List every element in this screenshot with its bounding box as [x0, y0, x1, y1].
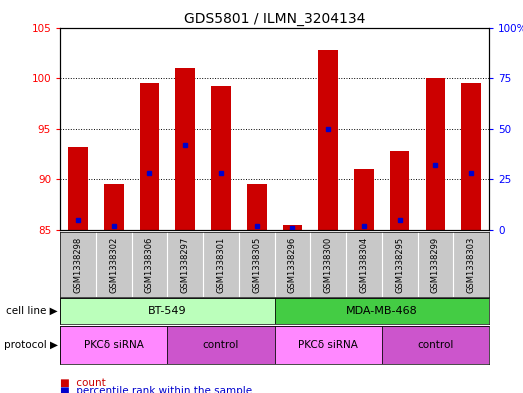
Bar [426, 78, 445, 230]
Text: PKCδ siRNA: PKCδ siRNA [298, 340, 358, 350]
Bar [60, 326, 167, 364]
Bar [382, 326, 489, 364]
Bar [282, 225, 302, 230]
Bar [461, 83, 481, 230]
Title: GDS5801 / ILMN_3204134: GDS5801 / ILMN_3204134 [184, 13, 365, 26]
Bar [390, 151, 410, 230]
Text: GSM1338303: GSM1338303 [467, 237, 475, 294]
Bar [175, 68, 195, 230]
Text: GSM1338305: GSM1338305 [252, 237, 261, 293]
Bar [104, 184, 123, 230]
Text: GSM1338306: GSM1338306 [145, 237, 154, 294]
Text: GSM1338301: GSM1338301 [217, 237, 225, 293]
Bar [167, 326, 275, 364]
Text: cell line ▶: cell line ▶ [6, 306, 58, 316]
Bar [247, 184, 267, 230]
Bar [60, 298, 275, 324]
Text: GSM1338295: GSM1338295 [395, 237, 404, 293]
Bar [319, 50, 338, 230]
Text: ■  count: ■ count [60, 378, 106, 388]
Text: GSM1338299: GSM1338299 [431, 237, 440, 293]
Text: GSM1338304: GSM1338304 [359, 237, 368, 293]
Text: GSM1338298: GSM1338298 [74, 237, 83, 293]
Text: PKCδ siRNA: PKCδ siRNA [84, 340, 144, 350]
Bar [275, 298, 489, 324]
Bar [140, 83, 160, 230]
Text: GSM1338297: GSM1338297 [181, 237, 190, 293]
Text: control: control [203, 340, 239, 350]
Text: ■  percentile rank within the sample: ■ percentile rank within the sample [60, 386, 252, 393]
Text: GSM1338296: GSM1338296 [288, 237, 297, 293]
Text: GSM1338302: GSM1338302 [109, 237, 118, 293]
Bar [354, 169, 374, 230]
Text: MDA-MB-468: MDA-MB-468 [346, 306, 418, 316]
Text: protocol ▶: protocol ▶ [4, 340, 58, 350]
Text: control: control [417, 340, 453, 350]
Bar [275, 326, 382, 364]
Bar [68, 147, 88, 230]
Text: BT-549: BT-549 [148, 306, 187, 316]
Text: GSM1338300: GSM1338300 [324, 237, 333, 293]
Bar [211, 86, 231, 230]
